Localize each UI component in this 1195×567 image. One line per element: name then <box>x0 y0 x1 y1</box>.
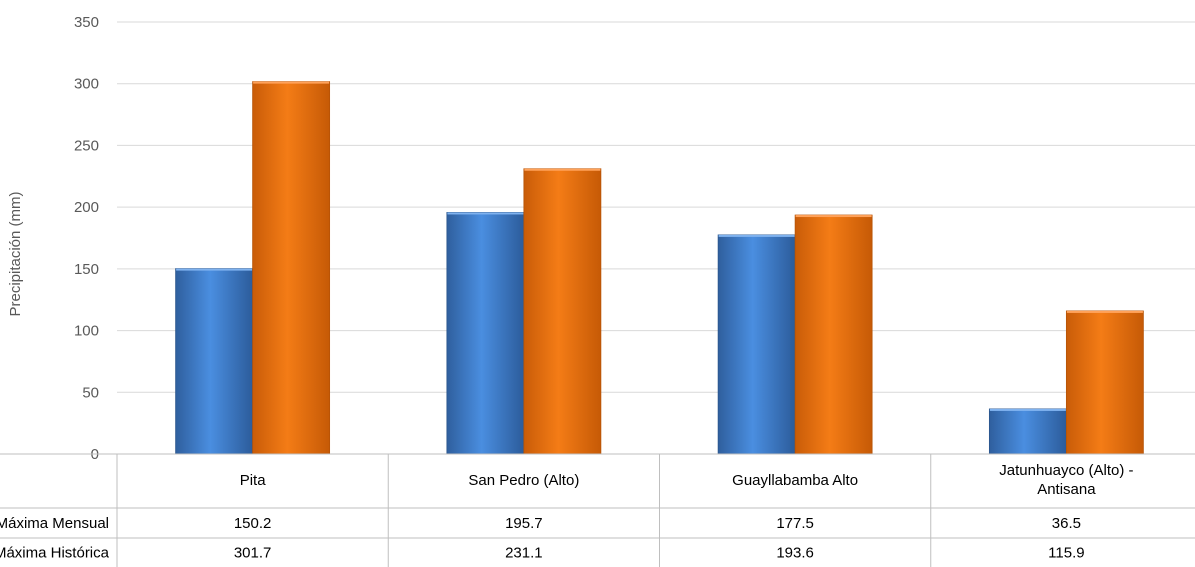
bar-highlight <box>524 168 601 171</box>
y-tick-label: 250 <box>74 137 99 154</box>
bar-highlight <box>176 268 253 271</box>
bar-highlight <box>1066 310 1143 313</box>
y-tick-label: 150 <box>74 261 99 278</box>
data-label: 195.7 <box>505 515 543 532</box>
bar-highlight <box>447 212 524 215</box>
bar-highlight <box>718 234 795 237</box>
bar <box>988 408 1067 455</box>
y-axis-label: Precipitación (mm) <box>7 191 24 316</box>
y-tick-label: 100 <box>74 323 99 340</box>
bar-highlight <box>795 215 872 218</box>
x-tick-label: Guayllabamba Alto <box>732 472 858 489</box>
x-tick-label: San Pedro (Alto) <box>468 472 579 489</box>
bar-highlight <box>989 408 1066 411</box>
x-tick-label: Pita <box>240 472 267 489</box>
data-label: 177.5 <box>776 515 814 532</box>
data-label: 150.2 <box>234 515 272 532</box>
x-tick-label: Jatunhuayco (Alto) -Antisana <box>999 462 1133 498</box>
bar-highlight <box>253 81 330 84</box>
y-tick-label: 350 <box>74 14 99 31</box>
data-label: 231.1 <box>505 545 543 562</box>
bar <box>252 81 331 455</box>
data-label: 301.7 <box>234 545 272 562</box>
bars <box>175 81 1144 455</box>
data-label: 36.5 <box>1052 515 1081 532</box>
bar <box>523 168 602 455</box>
bar <box>1065 310 1144 455</box>
table-row-label: Precipitación Máxima Mensual <box>0 515 109 532</box>
bar <box>794 214 873 455</box>
y-tick-label: 50 <box>82 384 99 401</box>
bar <box>175 268 254 455</box>
data-table: Pita San Pedro (Alto) Guayllabamba Alto Jat… <box>0 453 1195 567</box>
data-label: 115.9 <box>1048 545 1084 562</box>
bar <box>446 212 525 455</box>
table-row-label: Precipitación Máxima Histórica <box>0 545 110 562</box>
y-tick-label: 300 <box>74 76 99 93</box>
y-tick-label: 200 <box>74 199 99 216</box>
bar <box>717 234 796 455</box>
data-label: 193.6 <box>776 545 814 562</box>
